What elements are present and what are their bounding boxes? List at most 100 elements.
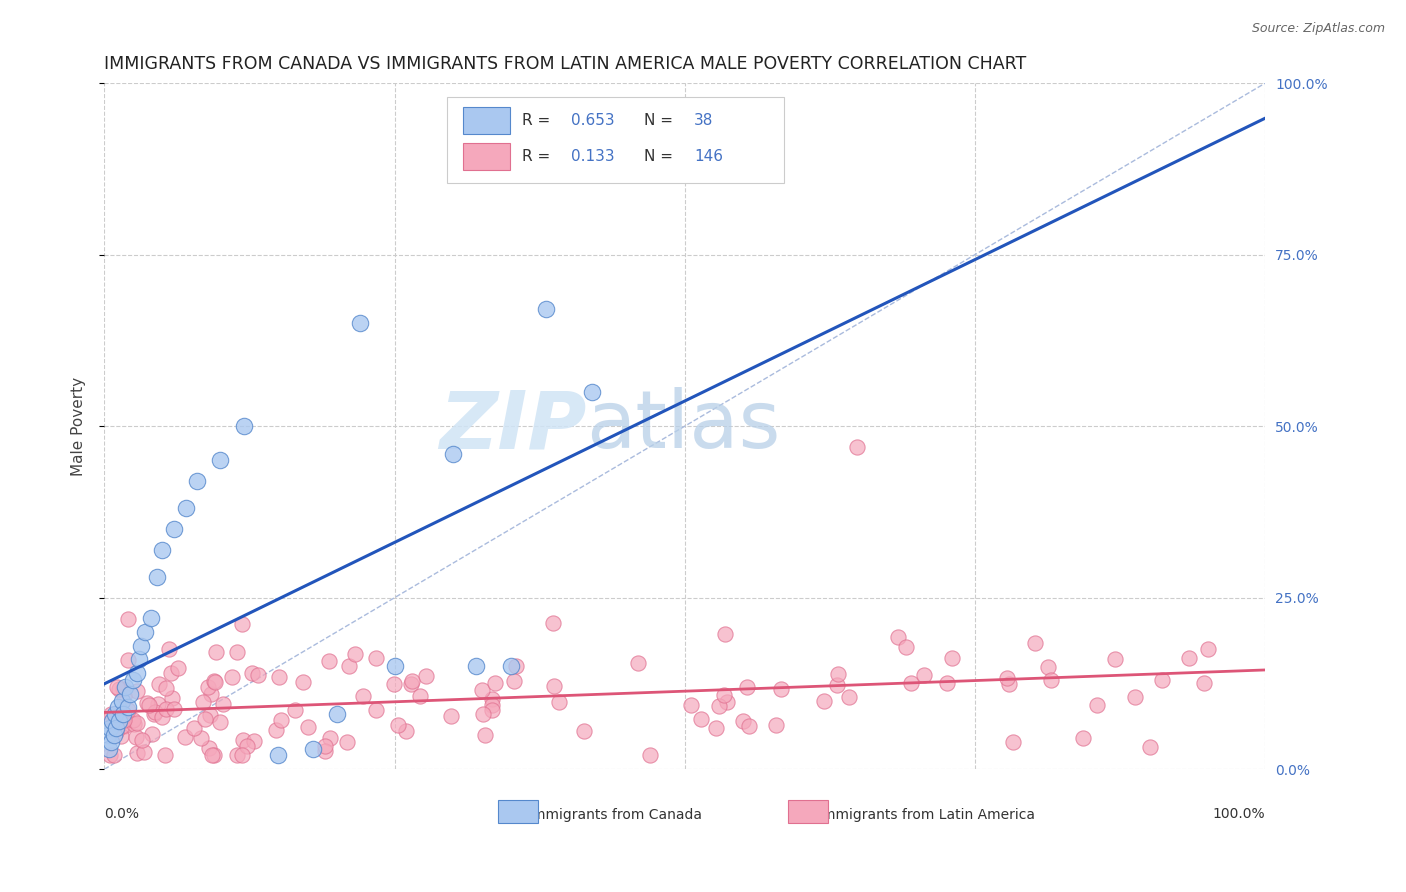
Point bbox=[221, 670, 243, 684]
Point bbox=[481, 692, 503, 706]
Point bbox=[110, 729, 132, 743]
Point bbox=[103, 712, 125, 726]
Point bbox=[366, 651, 388, 665]
Point bbox=[117, 653, 139, 667]
Point bbox=[243, 734, 266, 748]
Point bbox=[769, 682, 792, 697]
Point bbox=[998, 677, 1021, 691]
Point bbox=[735, 680, 758, 694]
Point bbox=[714, 626, 737, 640]
Point bbox=[141, 727, 163, 741]
Point bbox=[1024, 636, 1046, 650]
Point bbox=[122, 673, 145, 687]
Point bbox=[765, 718, 787, 732]
Point bbox=[534, 302, 557, 317]
Point bbox=[264, 723, 287, 738]
Point bbox=[139, 611, 162, 625]
Point bbox=[481, 698, 503, 713]
Point bbox=[581, 384, 603, 399]
Point bbox=[225, 748, 247, 763]
Point bbox=[97, 728, 120, 742]
Point bbox=[352, 689, 374, 703]
Point bbox=[155, 701, 177, 715]
Point bbox=[125, 684, 148, 698]
Point bbox=[100, 706, 122, 721]
Point bbox=[204, 645, 226, 659]
Point bbox=[131, 639, 153, 653]
Text: Immigrants from Latin America: Immigrants from Latin America bbox=[818, 808, 1035, 822]
Point bbox=[314, 739, 336, 754]
Point bbox=[186, 474, 208, 488]
Point bbox=[232, 419, 254, 434]
Point bbox=[894, 640, 917, 654]
Point bbox=[146, 697, 169, 711]
Point bbox=[104, 724, 127, 739]
Point bbox=[112, 714, 135, 728]
Text: IMMIGRANTS FROM CANADA VS IMMIGRANTS FROM LATIN AMERICA MALE POVERTY CORRELATION: IMMIGRANTS FROM CANADA VS IMMIGRANTS FRO… bbox=[104, 55, 1026, 73]
Point bbox=[845, 440, 868, 454]
Point bbox=[143, 707, 166, 722]
Point bbox=[197, 680, 219, 694]
Point bbox=[364, 703, 387, 717]
Text: 146: 146 bbox=[695, 149, 723, 164]
Text: 0.133: 0.133 bbox=[571, 149, 614, 164]
FancyBboxPatch shape bbox=[447, 96, 783, 183]
Text: Immigrants from Canada: Immigrants from Canada bbox=[529, 808, 702, 822]
FancyBboxPatch shape bbox=[789, 800, 828, 823]
Point bbox=[155, 681, 177, 696]
Point bbox=[1194, 675, 1216, 690]
Point bbox=[108, 681, 131, 696]
Point bbox=[1123, 690, 1146, 704]
Point bbox=[127, 746, 149, 760]
Point bbox=[114, 680, 136, 694]
Point bbox=[1085, 698, 1108, 713]
Point bbox=[103, 728, 125, 742]
Point bbox=[209, 715, 232, 730]
Point bbox=[292, 675, 315, 690]
Text: 100.0%: 100.0% bbox=[1213, 807, 1265, 821]
Point bbox=[1038, 660, 1060, 674]
Point bbox=[709, 698, 731, 713]
Text: atlas: atlas bbox=[586, 387, 780, 465]
FancyBboxPatch shape bbox=[498, 800, 538, 823]
Point bbox=[838, 690, 860, 705]
Point bbox=[394, 723, 416, 738]
Point bbox=[122, 713, 145, 727]
Point bbox=[232, 733, 254, 747]
Point bbox=[1139, 739, 1161, 754]
Point bbox=[132, 745, 155, 759]
Point bbox=[127, 716, 149, 731]
Point bbox=[150, 710, 173, 724]
Point bbox=[231, 616, 253, 631]
Point bbox=[231, 748, 253, 763]
Point bbox=[337, 659, 360, 673]
Point bbox=[98, 721, 121, 735]
Text: R =: R = bbox=[522, 149, 555, 164]
Point bbox=[382, 677, 405, 691]
Point bbox=[440, 709, 463, 723]
Point bbox=[160, 665, 183, 680]
Point bbox=[163, 702, 186, 716]
Point bbox=[1071, 731, 1094, 746]
Point bbox=[297, 720, 319, 734]
Point bbox=[117, 700, 139, 714]
Point bbox=[247, 668, 270, 682]
Point bbox=[191, 695, 214, 709]
Point bbox=[1001, 735, 1024, 749]
Point bbox=[415, 668, 437, 682]
Point bbox=[143, 705, 166, 719]
Point bbox=[1104, 652, 1126, 666]
Point bbox=[98, 748, 121, 763]
Point bbox=[499, 659, 522, 673]
Point bbox=[114, 719, 136, 733]
Point bbox=[145, 570, 167, 584]
Text: Source: ZipAtlas.com: Source: ZipAtlas.com bbox=[1251, 22, 1385, 36]
Point bbox=[474, 728, 496, 742]
Point bbox=[387, 718, 409, 732]
Point bbox=[640, 748, 662, 763]
Point bbox=[679, 698, 702, 713]
Point bbox=[240, 665, 263, 680]
Point bbox=[464, 659, 486, 673]
Point bbox=[325, 707, 347, 722]
Text: ZIP: ZIP bbox=[439, 387, 586, 465]
